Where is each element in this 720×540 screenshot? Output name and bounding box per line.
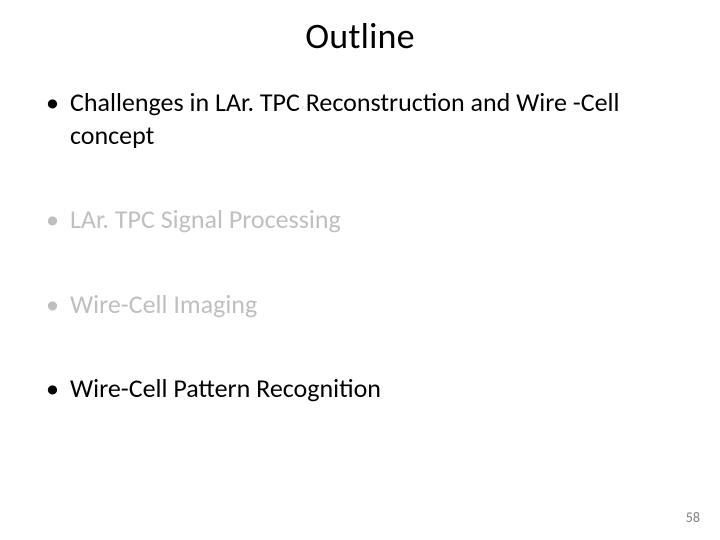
- bullet-text: Wire-Cell Pattern Recognition: [70, 372, 381, 404]
- page-number: 58: [686, 509, 700, 526]
- bullet-text: Challenges in LAr. TPC Reconstruction an…: [70, 86, 620, 151]
- slide: Outline Challenges in LAr. TPC Reconstru…: [0, 0, 720, 540]
- bullet-text: LAr. TPC Signal Processing: [70, 203, 341, 235]
- bullet-text: Wire-Cell Imaging: [70, 288, 257, 320]
- slide-title: Outline: [0, 0, 720, 58]
- bullet-item: Wire-Cell Imaging: [40, 288, 680, 321]
- bullet-list: Challenges in LAr. TPC Reconstruction an…: [0, 58, 720, 405]
- bullet-item: Wire-Cell Pattern Recognition: [40, 372, 680, 405]
- bullet-item: Challenges in LAr. TPC Reconstruction an…: [40, 86, 680, 151]
- bullet-item: LAr. TPC Signal Processing: [40, 203, 680, 236]
